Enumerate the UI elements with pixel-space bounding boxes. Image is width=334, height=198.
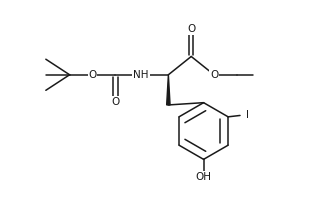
Text: OH: OH: [196, 172, 211, 182]
Text: O: O: [89, 70, 97, 80]
Text: O: O: [210, 70, 218, 80]
Text: I: I: [245, 109, 248, 120]
Text: O: O: [111, 97, 120, 107]
Text: O: O: [187, 24, 195, 34]
Text: NH: NH: [133, 70, 149, 80]
Polygon shape: [167, 75, 170, 105]
